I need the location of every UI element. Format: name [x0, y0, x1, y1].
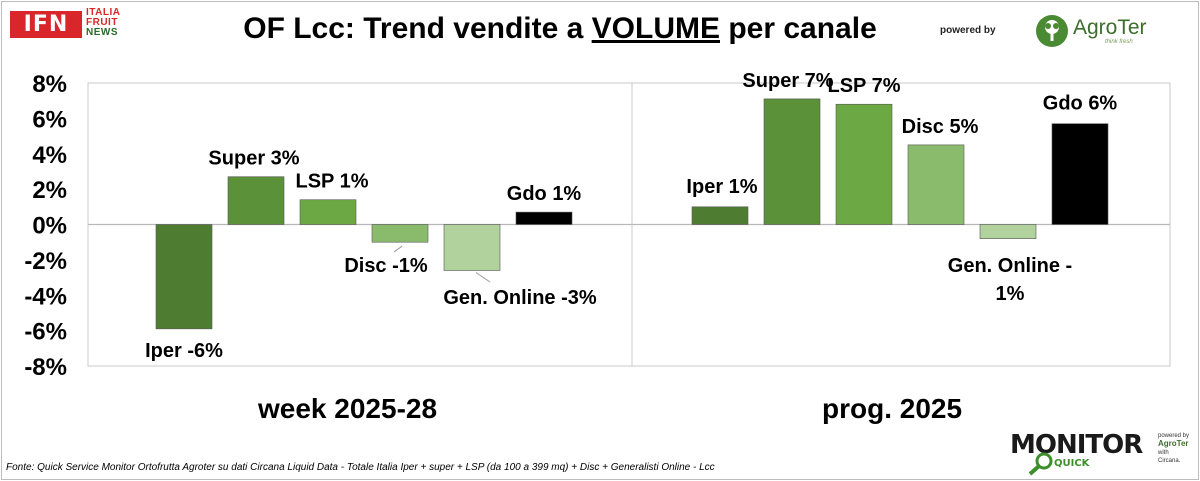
- y-tick-label: 8%: [32, 71, 67, 98]
- bar-week-disc: [371, 224, 429, 243]
- data-label: Gen. Online -3%: [443, 287, 597, 309]
- title-prefix: OF Lcc: Trend vendite a: [243, 12, 592, 45]
- ifn-logo-main: IFN: [10, 11, 82, 38]
- monitor-side-text: powered by AgroTer with Circana.: [1158, 432, 1189, 465]
- data-label: LSP 7%: [828, 75, 901, 97]
- chart-title: OF Lcc: Trend vendite a VOLUME per canal…: [200, 12, 920, 46]
- data-label: Super 7%: [742, 70, 833, 92]
- y-tick-label: -2%: [24, 248, 67, 275]
- panel-label-prog: prog. 2025: [822, 393, 963, 424]
- magnifier-icon: [1028, 452, 1053, 476]
- bar-prog-gdo: [1051, 123, 1109, 225]
- y-tick-label: -6%: [24, 319, 67, 346]
- monitor-quick-text: QUICK: [1054, 458, 1090, 469]
- y-tick-label: -8%: [24, 354, 67, 381]
- agroter-logo: AgroTer think fresh: [1035, 14, 1155, 48]
- ifn-logo: IFN ITALIA FRUIT NEWS: [10, 8, 122, 40]
- data-label: Gdo 6%: [1043, 93, 1118, 115]
- monitor-side-1: powered by: [1158, 433, 1190, 439]
- monitor-side-2: AgroTer: [1158, 439, 1189, 448]
- agroter-brand-name: AgroTer: [1073, 16, 1147, 39]
- ifn-logo-sub-2: FRUIT: [86, 17, 118, 28]
- bar-prog-lsp: [835, 103, 893, 225]
- y-tick-label: 4%: [32, 142, 67, 169]
- data-label: Gen. Online -: [948, 255, 1072, 277]
- source-note: Fonte: Quick Service Monitor Ortofrutta …: [6, 462, 715, 473]
- monitor-side-3: with: [1158, 450, 1169, 456]
- monitor-logo-text: MONITOR: [1010, 430, 1143, 460]
- agroter-tagline: think fresh: [1105, 39, 1133, 45]
- leader-line: [475, 272, 491, 283]
- data-label: Disc 5%: [902, 116, 979, 138]
- data-label: Super 3%: [208, 148, 299, 170]
- bar-week-genonline: [443, 224, 501, 271]
- title-suffix: per canale: [720, 12, 877, 45]
- bar-prog-super: [763, 98, 821, 225]
- data-label: Disc -1%: [344, 255, 428, 277]
- ifn-logo-sub-3: NEWS: [86, 27, 118, 38]
- y-tick-label: -4%: [24, 283, 67, 310]
- y-tick-label: 6%: [32, 106, 67, 133]
- panel-label-week: week 2025-28: [258, 393, 438, 424]
- powered-by-text: powered by: [940, 25, 996, 36]
- leader-line: [393, 245, 403, 253]
- data-label: LSP 1%: [296, 171, 369, 193]
- bar-week-lsp: [299, 199, 357, 225]
- monitor-side-4: Circana.: [1158, 458, 1181, 464]
- data-label: Iper -6%: [145, 340, 223, 362]
- bar-prog-disc: [907, 144, 965, 225]
- bar-prog-genonline: [979, 224, 1037, 239]
- data-label: Gdo 1%: [507, 183, 582, 205]
- data-label: 1%: [996, 283, 1025, 305]
- bar-prog-iper: [691, 206, 749, 225]
- title-emphasis: VOLUME: [591, 12, 720, 45]
- y-tick-label: 2%: [32, 177, 67, 204]
- data-label: Iper 1%: [686, 176, 757, 198]
- monitor-quick-logo: MONITOR QUICK powered by AgroTer with Ci…: [1010, 430, 1190, 476]
- y-tick-label: 0%: [32, 213, 67, 240]
- tree-icon: [1036, 15, 1068, 47]
- bar-week-super: [227, 176, 285, 225]
- bar-week-iper: [155, 224, 213, 330]
- bar-week-gdo: [515, 211, 573, 225]
- ifn-logo-sub-1: ITALIA: [86, 7, 121, 18]
